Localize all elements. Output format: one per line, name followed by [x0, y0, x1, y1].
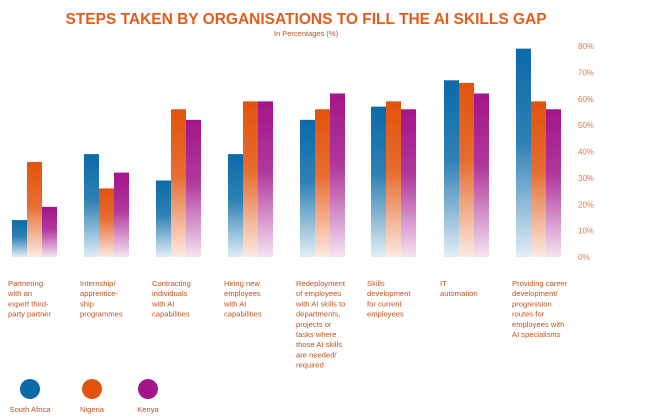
- category-label: Contracting individuals with AI capabilitie…: [151, 279, 191, 319]
- legend-label: Kenya: [137, 405, 159, 414]
- category-label: Providing career development/progression r…: [512, 279, 568, 339]
- bar-kenya: [258, 101, 273, 257]
- bar-kenya: [546, 109, 561, 257]
- y-tick-label: 40%: [578, 148, 594, 157]
- bar-nigeria: [531, 101, 546, 257]
- bar-south-africa: [228, 154, 243, 257]
- bar-south-africa: [300, 119, 315, 257]
- chart-title: STEPS TAKEN BY ORGANISATIONS TO FILL THE…: [65, 11, 546, 28]
- legend-item: South Africa: [10, 379, 52, 414]
- bar-kenya: [114, 172, 129, 257]
- category-label: Hiring new employees with AI capabilities: [223, 279, 262, 319]
- category-label: Partnering with an expert third-party part…: [7, 279, 52, 319]
- category-label: Redeployment of employees with AI skills t…: [295, 279, 346, 370]
- y-tick-label: 80%: [578, 42, 594, 51]
- bar-nigeria: [171, 109, 186, 257]
- bar-nigeria: [459, 82, 474, 257]
- legend-label: Nigeria: [80, 405, 105, 414]
- bar-nigeria: [27, 162, 42, 257]
- y-tick-label: 70%: [578, 68, 594, 77]
- legend: South Africa Nigeria Kenya: [10, 379, 160, 414]
- legend-item: Kenya: [137, 379, 160, 414]
- y-tick-label: 20%: [578, 200, 594, 209]
- y-tick-label: 50%: [578, 121, 594, 130]
- bar-nigeria: [315, 109, 330, 257]
- bar-south-africa: [156, 180, 171, 257]
- chart-subtitle: In Percentages (%): [274, 29, 339, 38]
- y-tick-label: 60%: [578, 95, 594, 104]
- category-label: Internship/apprentice-ship programmes: [80, 279, 123, 319]
- bar-kenya: [42, 206, 57, 257]
- bar-kenya: [186, 119, 201, 257]
- bar-kenya: [401, 109, 416, 257]
- y-axis-ticks: 0% 10% 20% 30% 40% 50% 60% 70% 80%: [578, 42, 594, 262]
- category-label: IT automation: [440, 279, 478, 298]
- y-tick-label: 0%: [578, 253, 590, 262]
- category-label: Skills development for current employees: [367, 279, 411, 319]
- bars: [12, 48, 561, 258]
- bar-south-africa: [516, 48, 531, 258]
- legend-swatch: [20, 379, 40, 399]
- y-tick-label: 30%: [578, 174, 594, 183]
- bar-south-africa: [12, 220, 27, 257]
- bar-south-africa: [444, 80, 459, 257]
- bar-nigeria: [99, 188, 114, 257]
- legend-item: Nigeria: [80, 379, 105, 414]
- bar-kenya: [330, 93, 345, 257]
- legend-swatch: [82, 379, 102, 399]
- legend-label: South Africa: [10, 405, 52, 414]
- category-labels: Partnering with an expert third-party part…: [7, 279, 568, 370]
- bar-nigeria: [243, 101, 258, 257]
- bar-nigeria: [386, 101, 401, 257]
- bar-kenya: [474, 93, 489, 257]
- legend-swatch: [138, 379, 158, 399]
- bar-south-africa: [371, 106, 386, 257]
- y-tick-label: 10%: [578, 227, 594, 236]
- bar-south-africa: [84, 154, 99, 257]
